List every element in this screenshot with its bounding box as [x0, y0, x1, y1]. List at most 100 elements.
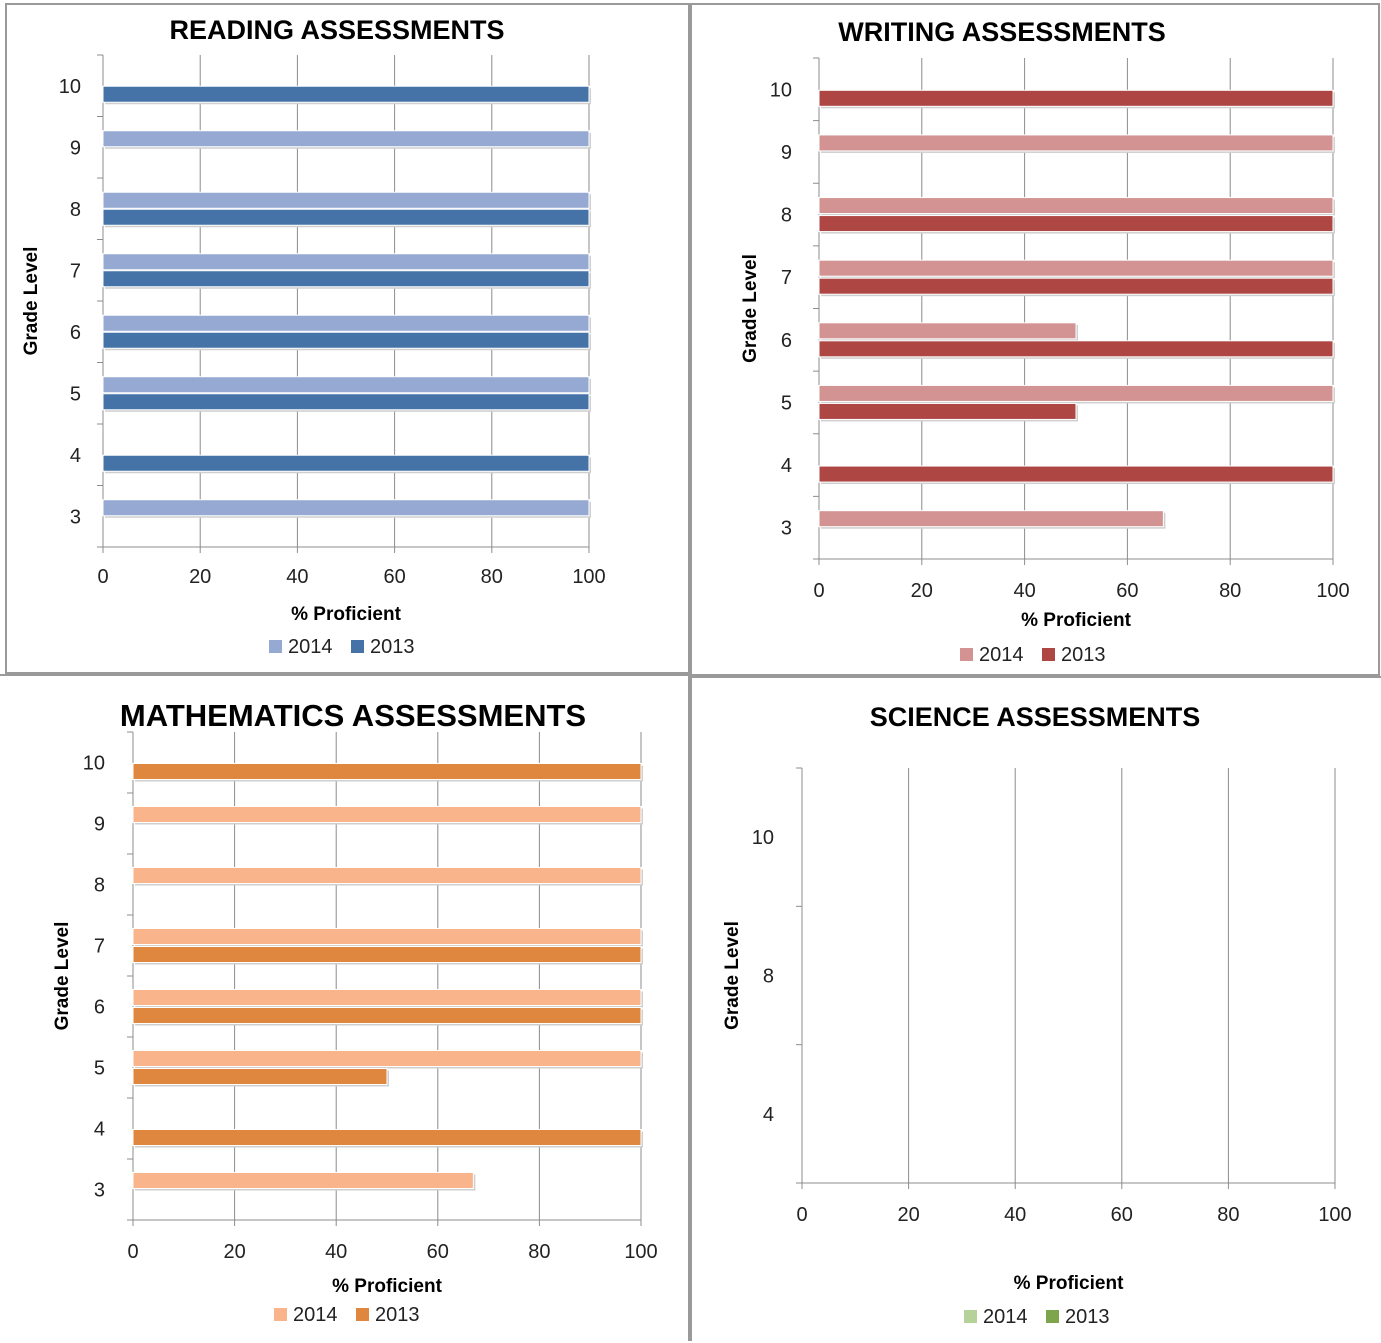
y-tick-label: 4 [94, 1119, 105, 1141]
bar-2013 [818, 215, 1334, 233]
x-tick-label: 40 [286, 566, 308, 588]
legend-swatch-2013 [351, 640, 364, 653]
bar-2013 [132, 763, 642, 780]
y-tick-label: 4 [781, 455, 792, 477]
bar-2014 [132, 806, 642, 823]
bar-2013 [132, 946, 642, 963]
bar-2013 [132, 1007, 642, 1024]
y-tick-label: 9 [781, 142, 792, 164]
bar-2014 [132, 867, 642, 884]
bar-2013 [102, 331, 590, 349]
bar-2013 [132, 1129, 642, 1146]
y-tick-label: 8 [781, 205, 792, 227]
x-tick-label: 60 [383, 566, 405, 588]
bar-2013 [818, 89, 1334, 107]
mathematics-chart-panel: MATHEMATICS ASSESSMENTS 0 20 40 60 80 100 3 4 5 6 7… [0, 674, 690, 1341]
reading-chart-panel: READING ASSESSMENTS 0 20 40 60 80 100 3 4 5 6 7 8 9 10… [5, 3, 690, 674]
x-tick-label: 100 [1318, 1204, 1351, 1226]
y-axis-label: Grade Level [740, 254, 761, 363]
x-tick-label: 0 [813, 580, 824, 602]
x-tick-label: 0 [127, 1241, 138, 1263]
bar-2014 [102, 314, 590, 332]
science-chart: SCIENCE ASSESSMENTS 0 20 40 60 80 100 4 8 10 % Pro… [722, 702, 1352, 1328]
y-tick-label: 6 [94, 997, 105, 1019]
reading-chart: READING ASSESSMENTS 0 20 40 60 80 100 3 4 5 6 7 8 9 10… [21, 15, 606, 658]
x-tick-label: 80 [481, 566, 503, 588]
bar-2014 [818, 259, 1334, 277]
legend-label-2013: 2013 [370, 636, 415, 658]
y-tick-label: 9 [70, 137, 81, 159]
x-tick-label: 20 [189, 566, 211, 588]
y-tick-label: 9 [94, 814, 105, 836]
y-tick-label: 6 [70, 322, 81, 344]
bar-2013 [132, 1068, 388, 1085]
x-axis-label: % Proficient [1014, 1273, 1124, 1294]
bar-2014 [818, 197, 1334, 215]
legend-label-2014: 2014 [979, 644, 1024, 666]
chart-title: MATHEMATICS ASSESSMENTS [120, 698, 586, 733]
legend-swatch-2013 [1042, 648, 1055, 661]
bar-2014 [818, 510, 1164, 528]
y-tick-label: 5 [94, 1058, 105, 1080]
x-tick-label: 80 [1219, 580, 1241, 602]
x-tick-label: 100 [624, 1241, 657, 1263]
bar-2013 [102, 393, 590, 411]
legend-label-2014: 2014 [983, 1306, 1028, 1328]
legend-swatch-2013 [1046, 1310, 1059, 1323]
y-tick-label: 8 [70, 199, 81, 221]
legend-label-2014: 2014 [293, 1304, 338, 1326]
y-tick-label: 3 [94, 1180, 105, 1202]
x-tick-label: 80 [528, 1241, 550, 1263]
y-tick-label: 5 [781, 392, 792, 414]
y-tick-label: 3 [781, 518, 792, 540]
legend-swatch-2014 [269, 640, 282, 653]
y-axis-label: Grade Level [21, 247, 42, 356]
bar-2014 [132, 1050, 642, 1067]
y-tick-label: 5 [70, 383, 81, 405]
x-tick-label: 80 [1217, 1204, 1239, 1226]
chart-title: WRITING ASSESSMENTS [838, 17, 1166, 47]
bar-2013 [818, 465, 1334, 483]
x-tick-label: 100 [1316, 580, 1349, 602]
chart-title: READING ASSESSMENTS [169, 15, 504, 45]
y-tick-label: 8 [94, 875, 105, 897]
bar-2014 [132, 928, 642, 945]
y-tick-label: 7 [781, 267, 792, 289]
x-tick-label: 40 [325, 1241, 347, 1263]
writing-chart: WRITING ASSESSMENTS 0 20 40 60 80 100 3 4 5 6 7 8 9 10… [740, 17, 1350, 666]
x-tick-label: 60 [427, 1241, 449, 1263]
legend-swatch-2014 [960, 648, 973, 661]
mathematics-chart: MATHEMATICS ASSESSMENTS 0 20 40 60 80 100 3 4 5 6 7… [52, 698, 658, 1326]
bar-2014 [102, 376, 590, 394]
bar-2013 [818, 277, 1334, 295]
bar-2014 [102, 130, 590, 148]
bar-2014 [818, 322, 1077, 340]
x-tick-label: 60 [1116, 580, 1138, 602]
y-tick-label: 10 [83, 753, 105, 775]
x-axis-label: % Proficient [291, 604, 401, 625]
x-tick-label: 40 [1013, 580, 1035, 602]
legend-label-2013: 2013 [375, 1304, 420, 1326]
legend-swatch-2014 [964, 1310, 977, 1323]
legend-label-2013: 2013 [1061, 644, 1106, 666]
science-chart-panel: SCIENCE ASSESSMENTS 0 20 40 60 80 100 4 8 10 % Pro… [690, 676, 1381, 1341]
bar-2014 [132, 989, 642, 1006]
y-tick-label: 10 [59, 76, 81, 98]
x-tick-label: 20 [897, 1204, 919, 1226]
y-tick-label: 3 [70, 506, 81, 528]
y-tick-label: 4 [70, 445, 81, 467]
y-tick-label: 7 [94, 936, 105, 958]
y-axis-label: Grade Level [722, 921, 743, 1030]
legend-label-2013: 2013 [1065, 1306, 1110, 1328]
bar-2014 [132, 1172, 474, 1189]
bar-2014 [102, 191, 590, 209]
bar-2013 [818, 402, 1077, 420]
bar-2014 [818, 134, 1334, 152]
bar-2014 [102, 499, 590, 517]
x-tick-label: 20 [911, 580, 933, 602]
y-tick-label: 7 [70, 260, 81, 282]
y-tick-label: 8 [763, 966, 774, 988]
bar-2013 [818, 340, 1334, 358]
x-tick-label: 60 [1111, 1204, 1133, 1226]
y-tick-label: 6 [781, 330, 792, 352]
